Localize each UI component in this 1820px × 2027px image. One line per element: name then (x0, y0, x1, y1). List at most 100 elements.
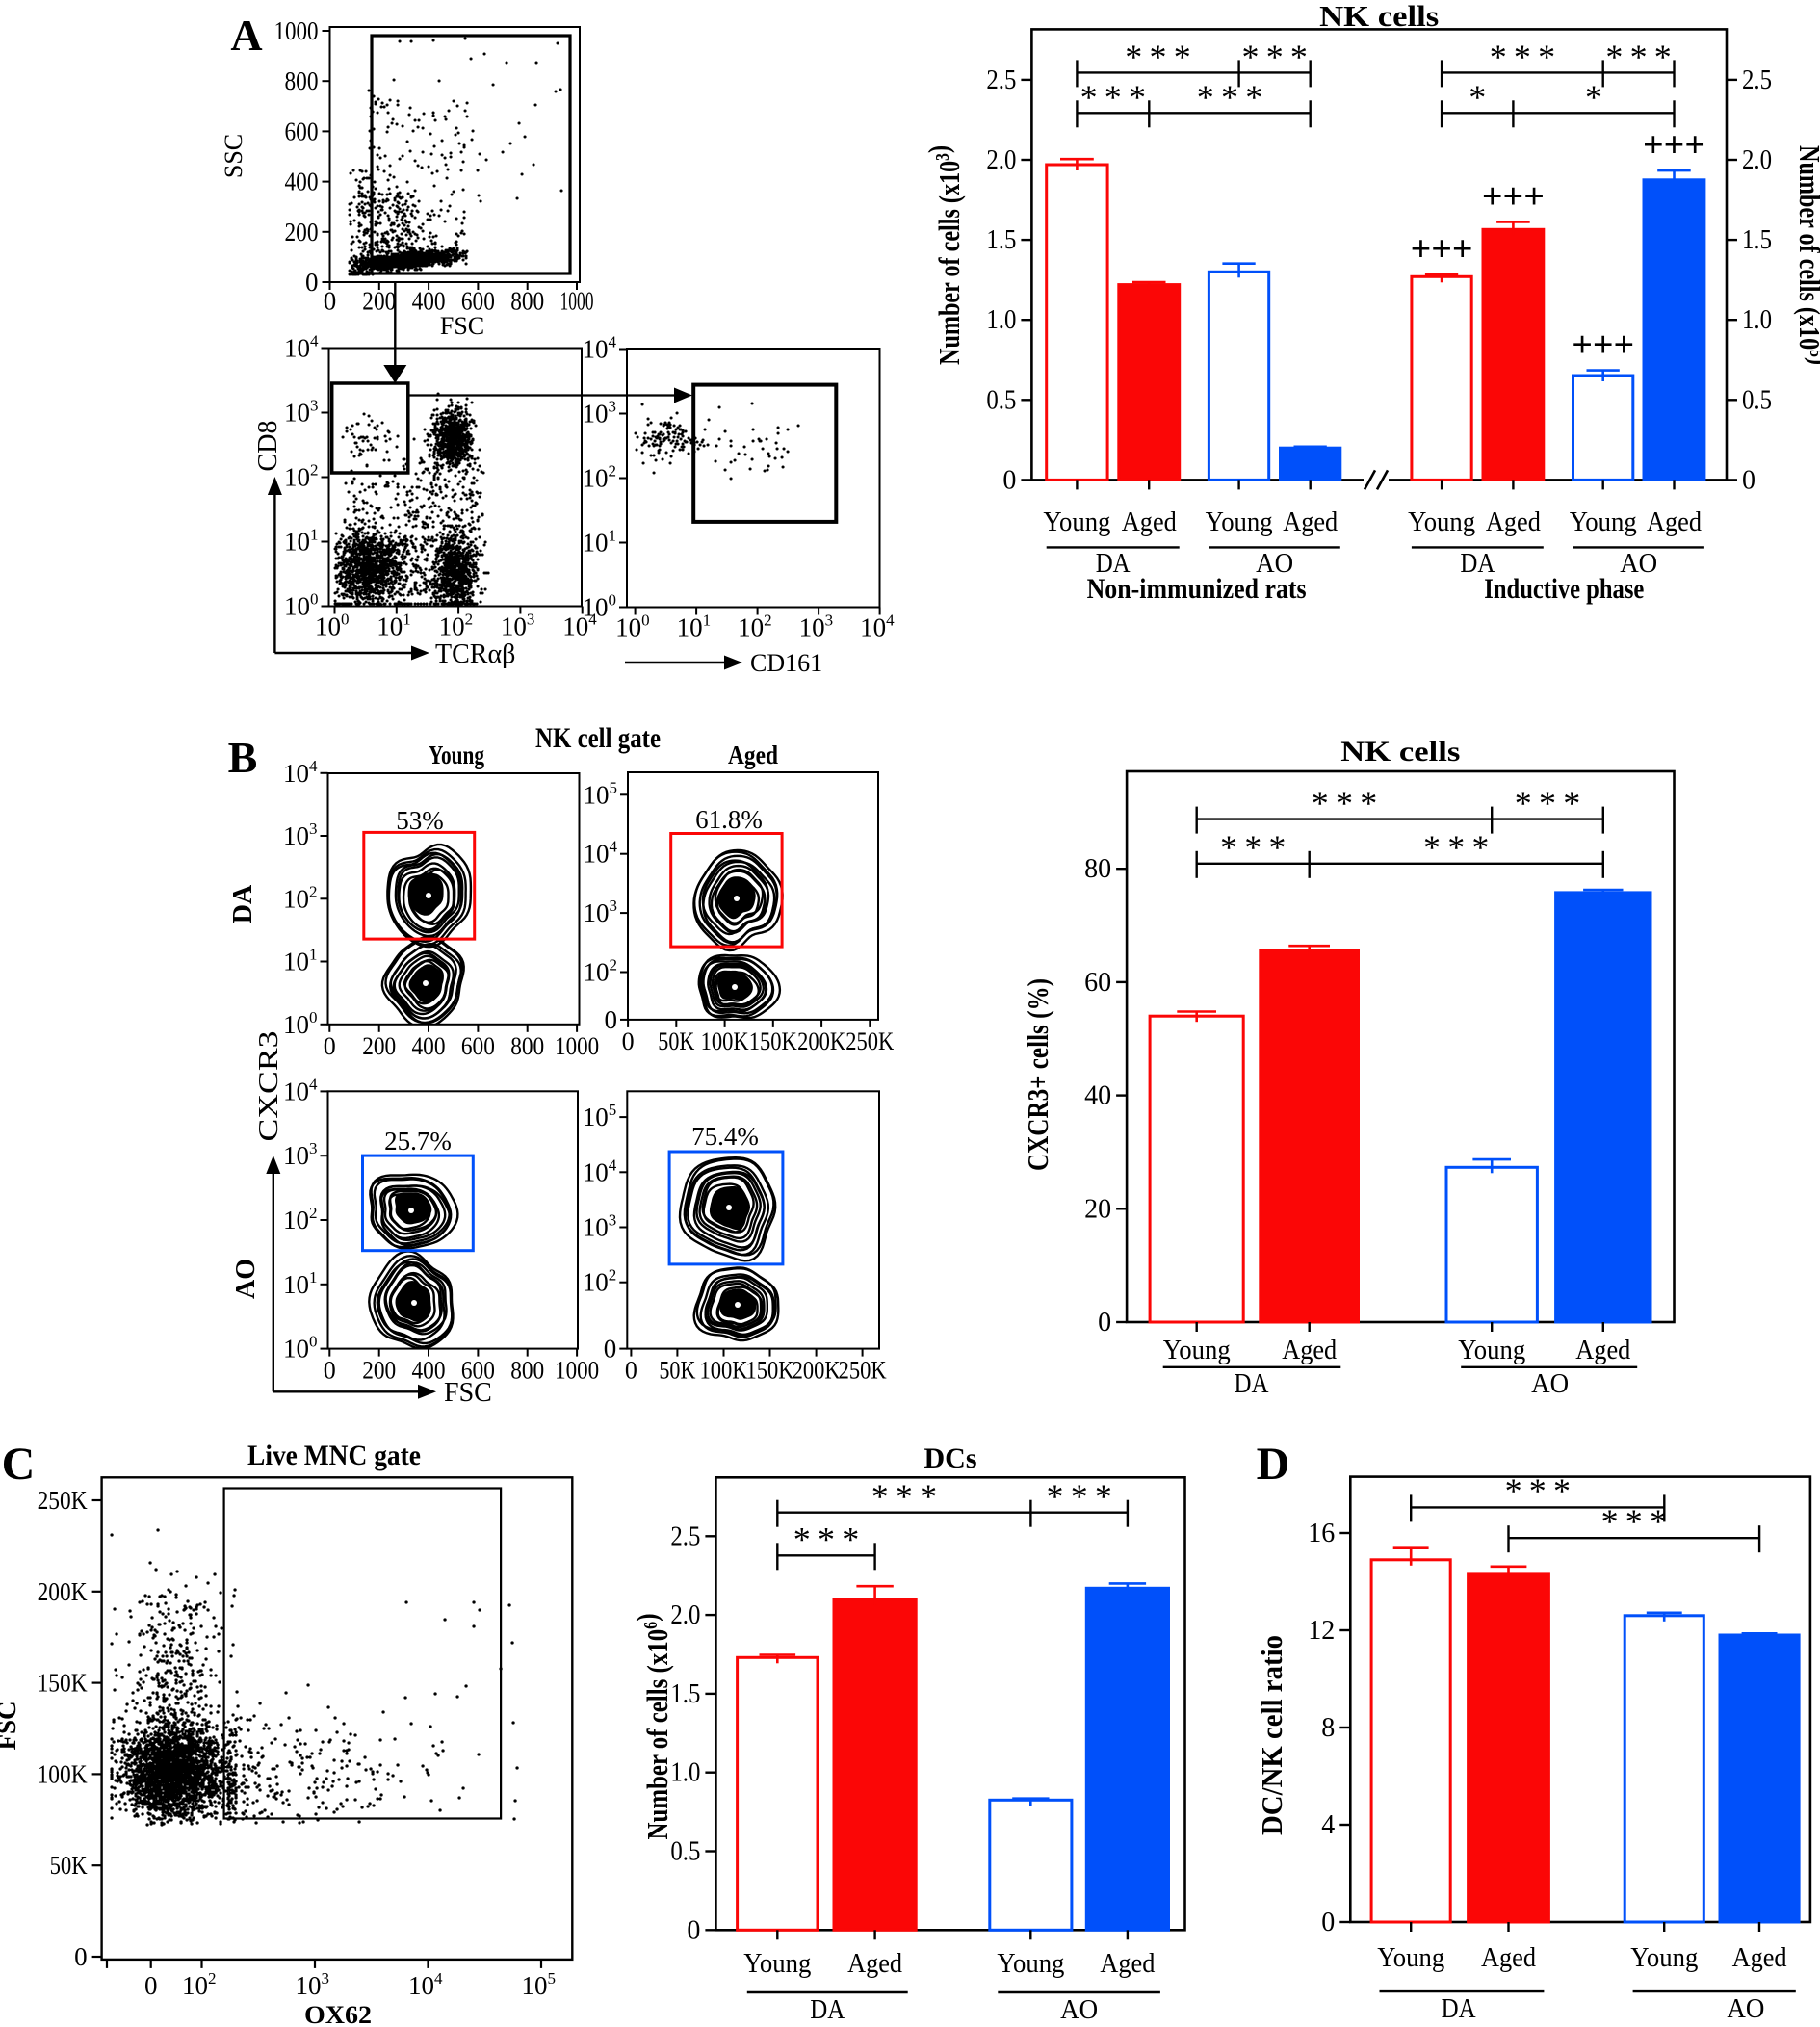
svg-text:0: 0 (324, 1032, 336, 1060)
svg-text:Aged: Aged (1100, 1948, 1155, 1979)
svg-text:1.0: 1.0 (670, 1758, 700, 1788)
svg-text:* * *: * * * (1490, 38, 1555, 76)
svg-text:Young: Young (1570, 507, 1637, 537)
svg-text:+++: +++ (1411, 229, 1473, 270)
svg-text:D: D (1257, 1439, 1290, 1490)
svg-text:* * *: * * * (793, 1520, 859, 1559)
svg-text:400: 400 (285, 168, 319, 196)
svg-text:1000: 1000 (560, 287, 594, 316)
svg-text:0: 0 (144, 1971, 158, 2000)
svg-text:1.0: 1.0 (986, 305, 1016, 335)
svg-text:104: 104 (408, 1969, 443, 2000)
svg-text:0: 0 (324, 287, 337, 316)
svg-text:80: 80 (1084, 854, 1111, 884)
svg-text:Aged: Aged (1282, 1335, 1337, 1365)
svg-text:800: 800 (510, 287, 544, 316)
svg-text:* * *: * * * (1197, 78, 1262, 117)
svg-text:100K: 100K (701, 1027, 749, 1055)
svg-text:* * *: * * * (1605, 38, 1671, 76)
svg-text:200K: 200K (797, 1027, 845, 1055)
svg-text:* * *: * * * (1220, 828, 1286, 867)
svg-text:50K: 50K (50, 1851, 88, 1880)
svg-text:800: 800 (510, 1032, 544, 1060)
svg-text:400: 400 (412, 287, 446, 316)
svg-text:0.5: 0.5 (986, 385, 1016, 415)
svg-text:0: 0 (74, 1942, 88, 1971)
svg-text:600: 600 (285, 117, 319, 145)
svg-text:* * *: * * * (1312, 784, 1377, 822)
svg-text:DA: DA (1460, 548, 1495, 579)
svg-text:Aged: Aged (728, 741, 778, 769)
svg-text:400: 400 (412, 1357, 446, 1385)
svg-text:40: 40 (1084, 1081, 1111, 1111)
svg-text:200K: 200K (793, 1357, 841, 1385)
svg-text:8: 8 (1321, 1713, 1335, 1743)
svg-text:1.5: 1.5 (670, 1679, 700, 1709)
svg-text:Aged: Aged (1732, 1942, 1787, 1973)
svg-text:*: * (1469, 78, 1486, 117)
svg-text:Aged: Aged (847, 1948, 902, 1979)
svg-text:Inductive phase: Inductive phase (1484, 573, 1644, 605)
svg-text:61.8%: 61.8% (695, 805, 763, 834)
svg-text:Young: Young (997, 1948, 1064, 1979)
svg-text:0: 0 (622, 1027, 635, 1055)
svg-text:Young: Young (1408, 507, 1475, 537)
svg-text:150K: 150K (38, 1669, 88, 1698)
svg-text:12: 12 (1308, 1616, 1335, 1646)
svg-text:2.0: 2.0 (986, 145, 1016, 175)
svg-text:* * *: * * * (871, 1477, 937, 1516)
svg-text:TCRαβ: TCRαβ (435, 639, 515, 669)
svg-text:4: 4 (1321, 1810, 1335, 1840)
svg-text:600: 600 (461, 1357, 495, 1385)
svg-text:NK cell gate: NK cell gate (535, 722, 661, 754)
svg-text:0: 0 (324, 1357, 336, 1385)
svg-text:DA: DA (810, 1994, 845, 2025)
svg-text:0.5: 0.5 (670, 1837, 700, 1867)
svg-text:+++: +++ (1643, 125, 1705, 166)
svg-text:1000: 1000 (555, 1032, 599, 1060)
svg-text:105: 105 (584, 778, 618, 809)
svg-text:DCs: DCs (923, 1442, 976, 1474)
svg-text:0: 0 (1321, 1908, 1335, 1937)
svg-text:20: 20 (1084, 1194, 1111, 1224)
svg-text:102: 102 (182, 1969, 217, 2000)
svg-text:FSC: FSC (440, 312, 484, 340)
svg-text:400: 400 (412, 1032, 446, 1060)
svg-text:0: 0 (305, 268, 319, 297)
svg-text:* * *: * * * (1046, 1477, 1111, 1516)
svg-text:50K: 50K (658, 1027, 694, 1055)
svg-text:103: 103 (284, 397, 319, 428)
svg-text:* * *: * * * (1080, 78, 1146, 117)
svg-text:600: 600 (461, 287, 495, 316)
svg-text:FSC: FSC (0, 1701, 21, 1750)
svg-text:Young: Young (1043, 507, 1110, 537)
svg-text:200: 200 (362, 1357, 396, 1385)
svg-text:0: 0 (1002, 465, 1016, 495)
svg-text:+++: +++ (1482, 177, 1545, 218)
svg-text:800: 800 (285, 66, 319, 95)
svg-text:* * *: * * * (1505, 1471, 1571, 1510)
svg-text:OX62: OX62 (304, 2001, 372, 2027)
svg-text:200: 200 (362, 1032, 396, 1060)
svg-text:0: 0 (604, 1335, 617, 1364)
svg-text:DA: DA (1442, 1993, 1476, 2024)
svg-text:102: 102 (583, 1266, 617, 1297)
svg-text:2.0: 2.0 (1742, 145, 1772, 175)
svg-text:250K: 250K (845, 1027, 894, 1055)
svg-text:Young: Young (1630, 1942, 1698, 1973)
svg-text:2.5: 2.5 (670, 1521, 700, 1551)
svg-text:2.5: 2.5 (986, 65, 1016, 95)
svg-text:50K: 50K (659, 1357, 695, 1385)
svg-text:DC/NK cell ratio: DC/NK cell ratio (1255, 1635, 1288, 1835)
svg-text:250K: 250K (38, 1486, 88, 1515)
svg-text:60: 60 (1084, 968, 1111, 998)
svg-text:1000: 1000 (555, 1357, 599, 1385)
svg-text:Aged: Aged (1647, 507, 1702, 537)
svg-text:0: 0 (1098, 1308, 1111, 1338)
svg-text:CD8: CD8 (253, 421, 283, 472)
svg-text:1.5: 1.5 (986, 225, 1016, 255)
svg-text:B: B (228, 733, 258, 782)
svg-text:Young: Young (1163, 1335, 1231, 1365)
svg-text:Aged: Aged (1283, 507, 1338, 537)
svg-text:Aged: Aged (1481, 1942, 1536, 1973)
